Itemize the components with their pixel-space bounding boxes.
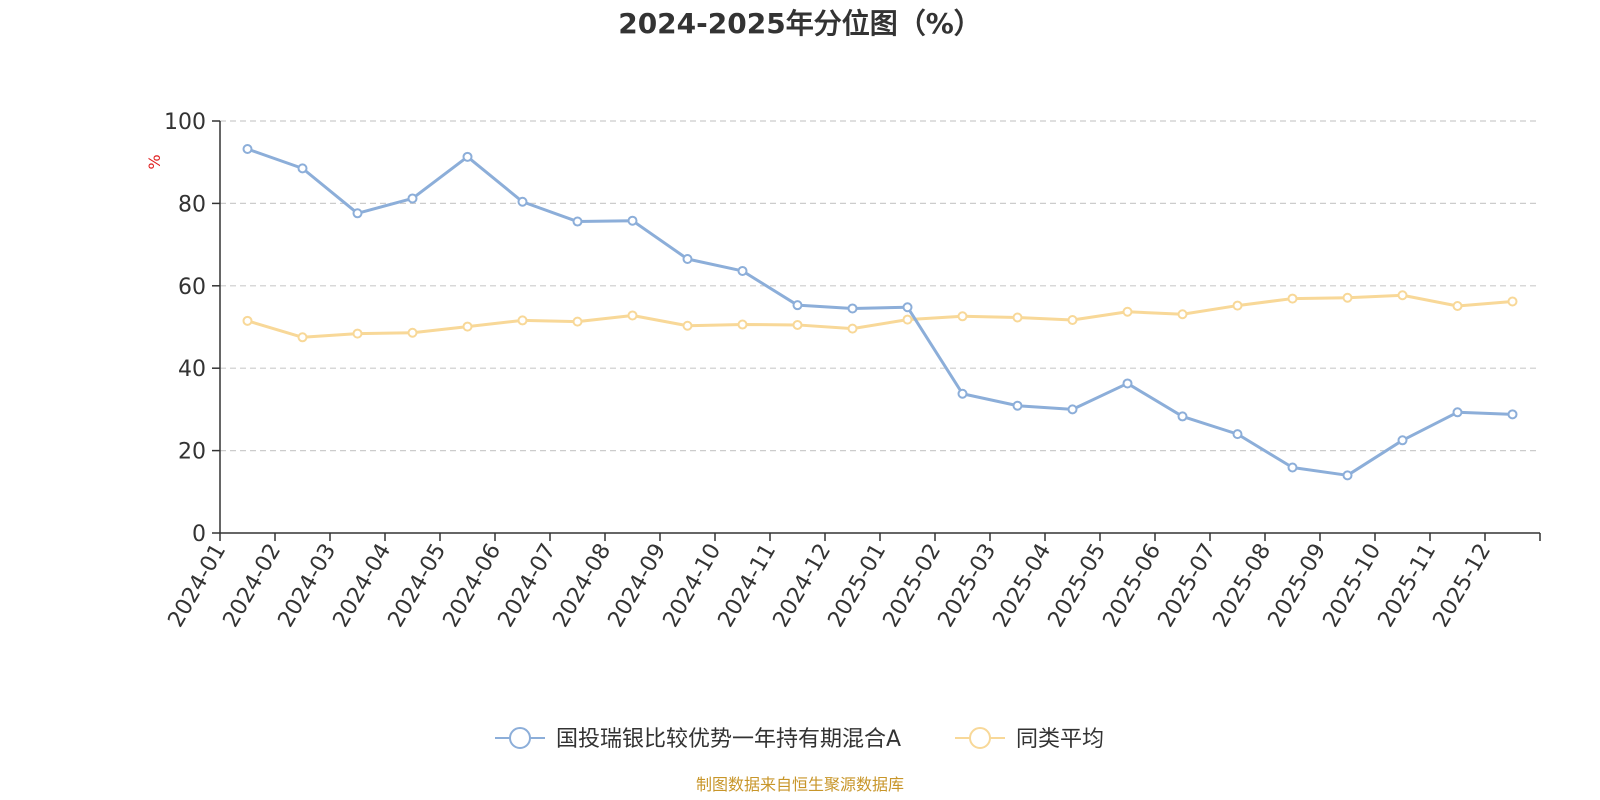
series-0-point-2025-08[interactable] [1287,462,1298,473]
series-0-point-2025-01[interactable] [902,302,913,313]
series-1-point-2024-05[interactable] [462,321,473,332]
legend-item-fund[interactable]: 国投瑞银比较优势一年持有期混合A [495,727,901,752]
series-1-point-2024-07[interactable] [572,316,583,327]
series-0-point-2024-09[interactable] [682,254,693,265]
series-1-point-2025-06[interactable] [1177,309,1188,320]
series-0-point-2024-07[interactable] [572,216,583,227]
series-1-point-2025-12[interactable] [1507,296,1518,307]
series-0-point-2024-12[interactable] [847,303,858,314]
x-tick-labels: 2024-012024-022024-032024-042024-052024-… [164,540,1497,632]
legend[interactable]: 国投瑞银比较优势一年持有期混合A 同类平均 [495,727,1104,752]
series-0-point-2025-07[interactable] [1232,429,1243,440]
series-1-point-2025-02[interactable] [957,311,968,322]
series-1-point-2025-03[interactable] [1012,312,1023,323]
series-1-point-2024-02[interactable] [297,332,308,343]
series-1-point-2024-10[interactable] [737,319,748,330]
series-0-point-2024-11[interactable] [792,300,803,311]
series-0-point-2025-06[interactable] [1177,411,1188,422]
series-1-point-2024-11[interactable] [792,319,803,330]
series-0-point-2025-02[interactable] [957,388,968,399]
series-1-point-2024-06[interactable] [517,315,528,326]
legend-item-average[interactable]: 同类平均 [955,727,1104,752]
series-0-point-2024-05[interactable] [462,151,473,162]
series-group [242,144,1518,481]
series-0-point-2024-10[interactable] [737,265,748,276]
chart-title: 2024-2025年分位图（%） [618,7,982,40]
series-0-point-2024-03[interactable] [352,208,363,219]
legend-average-label: 同类平均 [1016,727,1104,752]
series-0-point-2024-01[interactable] [242,144,253,155]
series-0-point-2024-06[interactable] [517,196,528,207]
y-tick-label-60: 60 [178,275,206,300]
series-1-point-2025-07[interactable] [1232,300,1243,311]
series-1-point-2024-12[interactable] [847,323,858,334]
legend-average-marker [969,727,991,749]
series-0-point-2025-09[interactable] [1342,470,1353,481]
y-tick-label-20: 20 [178,440,206,465]
series-0-point-2024-02[interactable] [297,163,308,174]
series-1-point-2024-09[interactable] [682,320,693,331]
series-0-point-2025-11[interactable] [1452,407,1463,418]
grid-lines [220,120,1540,452]
series-1-point-2024-08[interactable] [627,310,638,321]
series-1-point-2025-10[interactable] [1397,290,1408,301]
y-tick-label-100: 100 [164,110,206,135]
series-1-point-2025-01[interactable] [902,314,913,325]
source-note: 制图数据来自恒生聚源数据库 [696,775,904,794]
series-1-point-2024-03[interactable] [352,328,363,339]
series-0-point-2025-04[interactable] [1067,404,1078,415]
series-1-point-2024-01[interactable] [242,315,253,326]
y-tick-label-40: 40 [178,357,206,382]
series-1-point-2025-08[interactable] [1287,293,1298,304]
legend-fund-marker [509,727,531,749]
series-1-point-2025-09[interactable] [1342,292,1353,303]
series-0-point-2025-12[interactable] [1507,409,1518,420]
legend-fund-label: 国投瑞银比较优势一年持有期混合A [556,727,901,752]
series-line-1 [247,293,1513,339]
series-0-point-2024-04[interactable] [407,193,418,204]
y-tick-label-80: 80 [178,192,206,217]
y-tick-label-0: 0 [192,522,206,547]
series-1-point-2025-11[interactable] [1452,300,1463,311]
axes [212,120,1541,541]
y-axis-label: % [145,154,164,169]
series-0-point-2025-05[interactable] [1122,378,1133,389]
series-0-point-2024-08[interactable] [627,215,638,226]
series-1-point-2024-04[interactable] [407,327,418,338]
series-0-point-2025-10[interactable] [1397,435,1408,446]
series-line-0 [247,147,1513,477]
series-0-point-2025-03[interactable] [1012,400,1023,411]
series-1-point-2025-05[interactable] [1122,306,1133,317]
y-tick-labels: 0 20 40 60 80 100 [164,110,206,547]
series-1-point-2025-04[interactable] [1067,314,1078,325]
